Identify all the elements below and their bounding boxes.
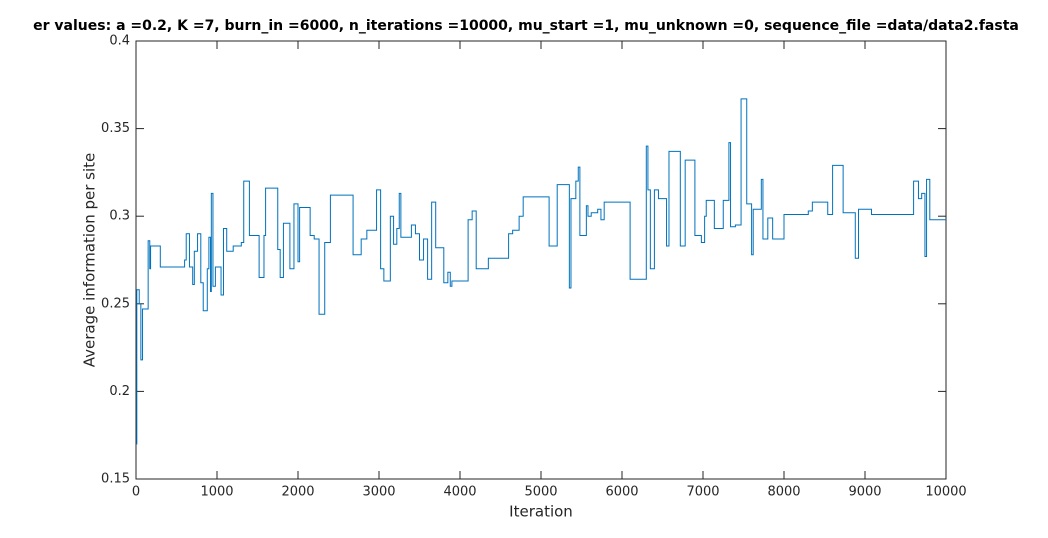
- y-tick-label: 0.4: [109, 34, 130, 49]
- x-tick-label: 8000: [767, 485, 800, 500]
- x-tick-label: 0: [132, 485, 140, 500]
- x-tick-label: 2000: [281, 485, 314, 500]
- x-tick-label: 5000: [524, 485, 557, 500]
- x-tick-label: 3000: [362, 485, 395, 500]
- x-tick-label: 4000: [443, 485, 476, 500]
- y-tick-label: 0.3: [109, 209, 130, 224]
- y-tick-label: 0.2: [109, 384, 130, 399]
- x-tick-label: 7000: [686, 485, 719, 500]
- y-tick-label: 0.15: [101, 472, 130, 487]
- y-tick-label: 0.35: [101, 121, 130, 136]
- data-line: [136, 98, 946, 445]
- x-tick-label: 9000: [848, 485, 881, 500]
- x-axis-label: Iteration: [509, 503, 573, 521]
- chart-title: er values: a =0.2, K =7, burn_in =6000, …: [33, 18, 1019, 34]
- y-axis-label: Average information per site: [81, 153, 99, 367]
- y-tick-label: 0.25: [101, 296, 130, 311]
- x-tick-label: 10000: [925, 485, 966, 500]
- x-tick-label: 6000: [605, 485, 638, 500]
- x-tick-label: 1000: [200, 485, 233, 500]
